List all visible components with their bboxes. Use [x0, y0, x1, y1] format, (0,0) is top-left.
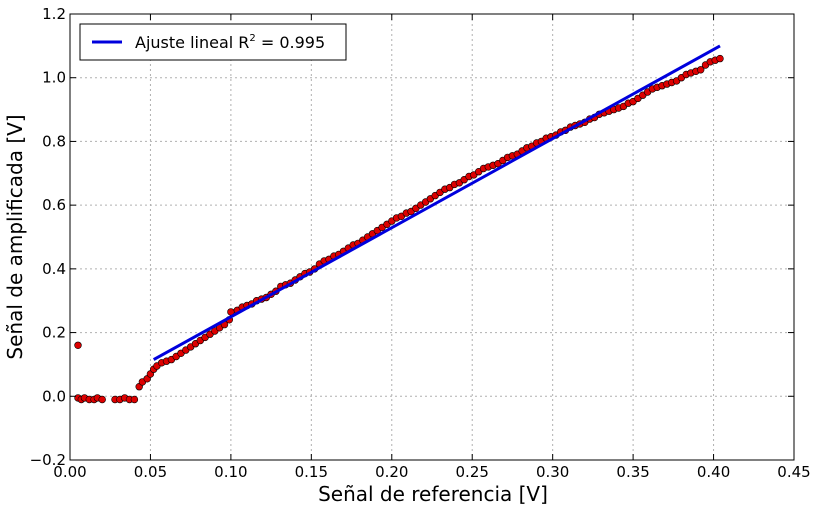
- x-tick-labels: 0.00 0.05 0.10 0.15 0.20 0.25 0.30 0.35 0.40 0.45: [53, 463, 810, 481]
- legend-label: Ajuste lineal R2 = 0.995: [135, 33, 325, 52]
- data-point: [130, 395, 139, 404]
- x-tick-label: 0.25: [456, 463, 489, 481]
- data-point: [696, 66, 705, 74]
- grid: [70, 14, 794, 460]
- y-tick-label: 0.4: [42, 260, 66, 278]
- y-tick-labels: −0.2 0.0 0.2 0.4 0.6 0.8 1.0 1.2: [30, 5, 66, 469]
- y-tick-label: 0.2: [42, 324, 66, 342]
- y-tick-label: 1.2: [42, 5, 66, 23]
- fit-line: [152, 44, 721, 361]
- x-tick-label: 0.30: [536, 463, 569, 481]
- x-tick-label: 0.20: [375, 463, 408, 481]
- data-point: [716, 54, 724, 63]
- x-tick-label: 0.10: [214, 463, 247, 481]
- y-tick-label: 1.0: [42, 69, 66, 87]
- y-tick-label: 0.0: [42, 387, 66, 405]
- y-tick-label: 0.6: [42, 196, 66, 214]
- x-tick-label: 0.00: [53, 463, 86, 481]
- legend-box: [79, 23, 347, 61]
- data-point: [98, 395, 106, 404]
- legend-label-superscript: 2: [249, 33, 255, 44]
- x-tick-label: 0.35: [616, 463, 649, 481]
- plot-frame: [69, 13, 795, 461]
- x-axis-label: Señal de referencia [V]: [318, 482, 548, 506]
- x-tick-label: 0.05: [134, 463, 167, 481]
- y-axis-label: Señal de amplificada [V]: [3, 114, 27, 359]
- legend: Ajuste lineal R2 = 0.995: [79, 23, 347, 61]
- y-tick-label: 0.8: [42, 132, 66, 150]
- legend-label-suffix: = 0.995: [256, 33, 325, 52]
- legend-label-prefix: Ajuste lineal R: [135, 33, 249, 52]
- y-tick-label: −0.2: [30, 451, 66, 469]
- x-tick-label: 0.15: [295, 463, 328, 481]
- fit-line-layer: [152, 44, 721, 361]
- axis-ticks: [69, 13, 795, 461]
- data-point: [74, 341, 82, 349]
- x-tick-label: 0.45: [777, 463, 810, 481]
- x-tick-label: 0.40: [697, 463, 730, 481]
